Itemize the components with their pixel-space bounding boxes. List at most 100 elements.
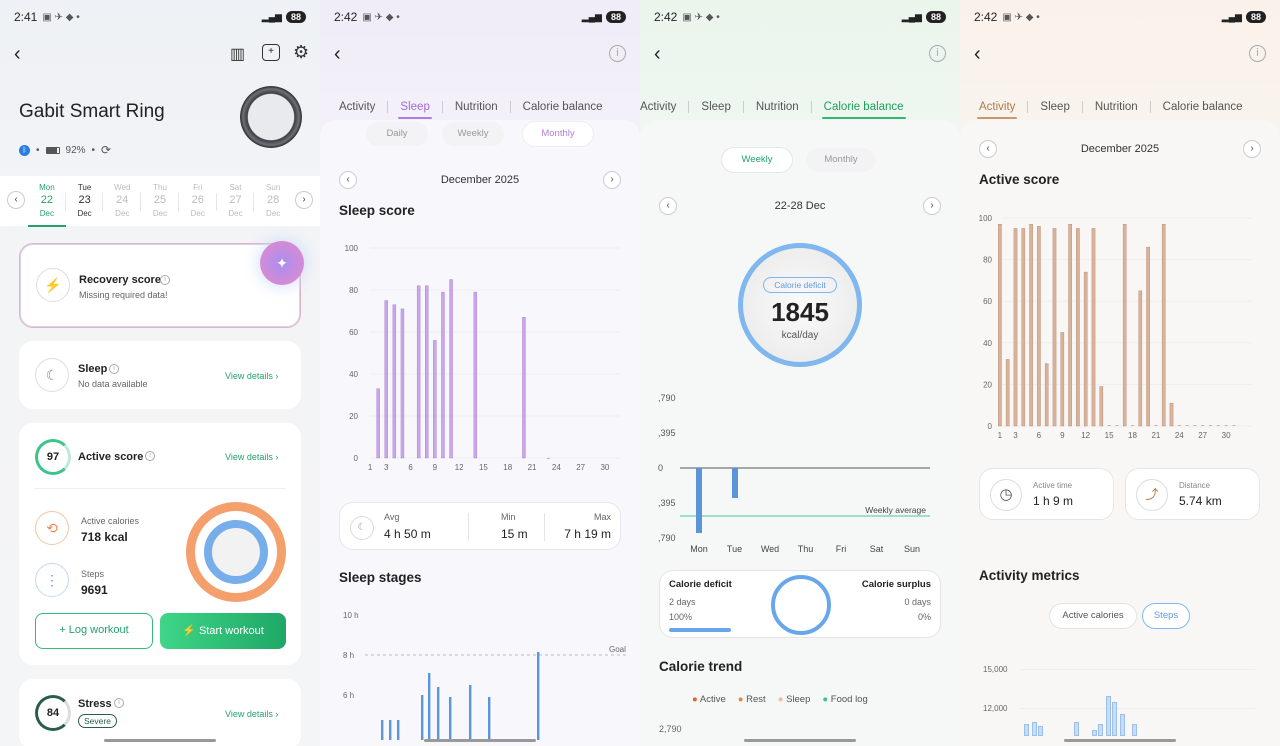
chart-bar [1232, 425, 1236, 426]
chevron-right-icon[interactable]: › [923, 197, 941, 215]
y-tick-label: 10 h [343, 611, 359, 620]
deficit-unit: kcal/day [781, 330, 819, 341]
pill-monthly[interactable]: Monthly [523, 122, 593, 146]
tab-nutrition[interactable]: Nutrition [454, 101, 498, 113]
info-icon[interactable]: i [160, 275, 170, 285]
status-time: 2:42 [654, 10, 678, 24]
chevron-left-icon[interactable]: ‹ [339, 171, 357, 189]
calendar-day[interactable]: Mon 22 Dec [28, 181, 66, 227]
log-workout-button[interactable]: + Log workout [35, 613, 153, 649]
chevron-right-icon[interactable]: › [1243, 140, 1261, 158]
calendar-day[interactable]: Thu 25 Dec [141, 181, 179, 223]
deficit-progress [669, 628, 731, 632]
sync-icon[interactable]: ⟳ [101, 143, 112, 157]
chart-bar [425, 285, 429, 459]
ai-chat-icon[interactable]: + [262, 44, 280, 61]
tab-nutrition[interactable]: Nutrition [1094, 101, 1138, 113]
calendar-date: 23 [78, 194, 91, 206]
activity-panel: 2:42 ▣ ✈ ◆ • ▂▄▆ 88 ‹ i Activity Sleep Nut… [960, 0, 1280, 746]
info-icon[interactable]: i [1249, 45, 1266, 62]
recovery-card[interactable]: ⚡ Recovery score i Missing required data… [19, 241, 304, 328]
calendar-day-name: Mon [39, 183, 55, 192]
pill-monthly[interactable]: Monthly [806, 148, 876, 172]
calendar-day[interactable]: Wed 24 Dec [103, 181, 142, 223]
chevron-left-icon[interactable]: ‹ [659, 197, 677, 215]
calendar-month: Dec [39, 209, 54, 218]
info-icon[interactable]: i [109, 364, 119, 374]
divider [544, 513, 545, 541]
pill-weekly[interactable]: Weekly [722, 148, 792, 172]
chart-bar [522, 317, 526, 459]
tab-activity[interactable]: Activity [967, 101, 1027, 119]
y-tick-label: ,395 [658, 428, 676, 438]
chart-bar [546, 458, 550, 459]
tab-calorie-balance[interactable]: Calorie balance [522, 101, 603, 113]
tab-sleep[interactable]: Sleep [701, 101, 731, 113]
active-score-card[interactable]: 97 Active score i View details › ⟲ Activ… [19, 423, 301, 665]
tab-activity[interactable]: Activity [640, 101, 677, 113]
y-tick-label: ,790 [658, 393, 676, 403]
chart-bar [1060, 332, 1065, 427]
calendar-day[interactable]: Sat 27 Dec [217, 181, 255, 223]
status-bar: 2:41 ▣ ✈ ◆ • ▂▄▆ 88 [14, 8, 306, 26]
x-tick-label: 30 [600, 463, 609, 472]
stress-card[interactable]: 84 Stress i Severe View details › [19, 679, 301, 746]
pill-active-calories[interactable]: Active calories [1050, 604, 1136, 628]
calendar-day[interactable]: Tue 23 Dec [66, 181, 104, 223]
chevron-left-icon[interactable]: ‹ [7, 191, 25, 209]
x-tick-label: 12 [1081, 431, 1090, 440]
x-tick-label: Mon [690, 544, 708, 554]
calendar-day[interactable]: Sun 28 Dec [254, 181, 292, 223]
calendar-day[interactable]: Fri 26 Dec [179, 181, 217, 223]
info-icon[interactable]: i [145, 451, 155, 461]
x-tick-label: Sat [870, 544, 884, 554]
x-tick-label: 21 [528, 463, 537, 472]
battery-icon: 88 [1245, 11, 1266, 23]
battery-level-icon [45, 146, 60, 154]
calendar-day-name: Tue [77, 183, 92, 192]
calorie-deficit-dial: Calorie deficit 1845 kcal/day [738, 243, 862, 367]
tab-calorie-balance[interactable]: Calorie balance [1162, 101, 1243, 113]
tab-nutrition[interactable]: Nutrition [755, 101, 799, 113]
info-icon[interactable]: i [114, 698, 124, 708]
info-icon[interactable]: i [609, 45, 626, 62]
sleep-card[interactable]: ☾ Sleep i No data available View details… [19, 341, 301, 409]
ranking-icon[interactable]: ▥ [230, 46, 246, 63]
start-workout-button[interactable]: ⚡ Start workout [160, 613, 286, 649]
pill-weekly[interactable]: Weekly [442, 122, 504, 146]
status-time: 2:42 [334, 10, 358, 24]
chevron-right-icon[interactable]: › [603, 171, 621, 189]
calendar-day-name: Wed [114, 183, 131, 192]
calorie-trend-title: Calorie trend [659, 659, 743, 674]
weekly-average-label: Weekly average [865, 505, 926, 515]
pill-daily[interactable]: Daily [366, 122, 428, 146]
back-icon[interactable]: ‹ [974, 43, 981, 65]
info-icon[interactable]: i [929, 45, 946, 62]
stress-view-details-link[interactable]: View details › [225, 709, 279, 719]
pill-steps[interactable]: Steps [1143, 604, 1189, 628]
min-value: 15 m [501, 527, 528, 541]
x-tick-label: 1 [998, 431, 1003, 440]
chevron-right-icon[interactable]: › [295, 191, 313, 209]
back-icon[interactable]: ‹ [14, 43, 21, 65]
signal-icon: ▂▄▆ [901, 11, 922, 22]
battery-icon: 88 [925, 11, 946, 23]
ai-assistant-icon[interactable]: ✦ [260, 241, 304, 285]
y-tick-label: 40 [983, 339, 992, 348]
tab-activity[interactable]: Activity [339, 101, 376, 113]
tab-sleep[interactable]: Sleep [388, 101, 441, 119]
tab-calorie-balance[interactable]: Calorie balance [812, 101, 916, 119]
notification-icons: ▣ ✈ ◆ • [1002, 11, 1040, 23]
tab-sleep[interactable]: Sleep [1040, 101, 1070, 113]
back-icon[interactable]: ‹ [654, 43, 661, 65]
active-view-details-link[interactable]: View details › [225, 452, 279, 462]
back-icon[interactable]: ‹ [334, 43, 341, 65]
chart-bar [1115, 425, 1119, 426]
chevron-left-icon[interactable]: ‹ [979, 140, 997, 158]
sleep-view-details-link[interactable]: View details › [225, 371, 279, 381]
chart-bar [1130, 425, 1135, 426]
gear-icon[interactable]: ⚙ [293, 42, 310, 62]
calorie-balance-chart: ,790 ,395 0 ,395 ,790 Weekly average Mon Tue Wed… [658, 393, 930, 554]
sleep-panel: 2:42 ▣ ✈ ◆ • ▂▄▆ 88 ‹ i Activity Sleep Nut… [320, 0, 640, 746]
chart-bar [1154, 425, 1158, 426]
